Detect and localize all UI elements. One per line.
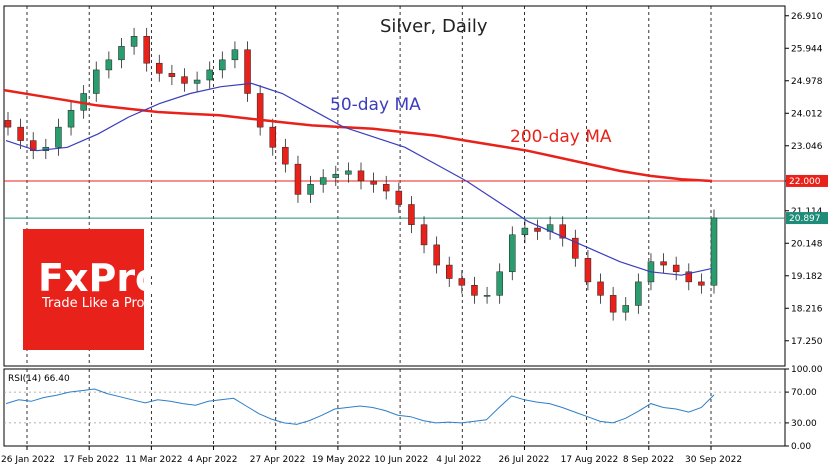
candle-body [370, 180, 377, 185]
price-level-value: 22.000 [789, 177, 821, 187]
x-tick-label: 26 Jan 2022 [1, 455, 55, 465]
rsi-panel [3, 368, 786, 447]
y-tick-label: 26.910 [791, 12, 823, 22]
x-tick-label: 10 Jun 2022 [374, 455, 428, 465]
candle-body [143, 36, 150, 64]
x-tick-label: 26 Jul 2022 [498, 455, 549, 465]
candle-body [17, 126, 24, 141]
candle-body [710, 217, 718, 286]
logo-tagline: Trade Like a Pro [41, 296, 145, 311]
candle-body [206, 69, 213, 81]
candle-body [698, 281, 705, 286]
candle-body [622, 305, 629, 313]
y-tick-label: 17.250 [791, 337, 823, 347]
candle-body [660, 261, 667, 266]
rsi-y-tick-label: 100.00 [791, 365, 823, 375]
candle-body [685, 271, 693, 283]
candle-body [534, 227, 541, 232]
x-tick-label: 19 May 2022 [312, 455, 371, 465]
candle-body [319, 177, 327, 185]
ma50-label: 50-day MA [330, 95, 421, 115]
price-level-tag [786, 174, 828, 187]
candle-body [332, 173, 340, 178]
candle-body [420, 224, 428, 246]
date-x-axis: 26 Jan 2022 17 Feb 2022 11 Mar 2022 4 Apr 2… [1, 446, 742, 465]
x-tick-label: 4 Jul 2022 [436, 455, 481, 465]
y-tick-label: 24.012 [791, 109, 823, 119]
candle-body [471, 285, 478, 296]
candle-body [382, 184, 390, 192]
logo-brand: FxPro [38, 256, 161, 300]
y-tick-label: 23.046 [791, 142, 823, 152]
y-tick-label: 19.182 [791, 272, 823, 282]
candle-body [168, 73, 176, 77]
candle-body [181, 76, 188, 84]
x-tick-label: 8 Sep 2022 [623, 455, 674, 465]
x-tick-label: 30 Sep 2022 [685, 455, 742, 465]
candle-body [256, 93, 264, 128]
candle-body [635, 281, 642, 306]
x-tick-label: 27 Apr 2022 [250, 455, 306, 465]
candle-body [130, 36, 138, 47]
candle-body [4, 120, 12, 128]
rsi-y-axis: 100.00 70.00 30.00 0.00 [4, 365, 823, 452]
candle-body [433, 244, 440, 266]
candle-body [559, 224, 566, 239]
candle-body [294, 163, 302, 195]
candle-body [357, 170, 365, 182]
candle-body [395, 190, 403, 205]
candle-body [193, 79, 201, 84]
y-tick-label: 20.148 [791, 239, 823, 249]
candle-body [446, 264, 453, 279]
candle-body [408, 204, 415, 225]
rsi-line [5, 388, 715, 425]
candle-body [572, 237, 579, 259]
candle-body [521, 227, 529, 236]
ma50-line [5, 82, 713, 276]
ma200-line [3, 88, 713, 183]
candle-body [597, 281, 604, 296]
candle-body [269, 126, 276, 148]
candle-body [156, 62, 163, 74]
candle-body [483, 295, 491, 297]
candle-body [93, 69, 100, 94]
price-levels: 22.000 20.897 [4, 174, 828, 225]
candle-body [509, 234, 516, 273]
x-tick-label: 17 Feb 2022 [63, 455, 119, 465]
candle-body [244, 49, 251, 94]
fxpro-logo: FxPro Trade Like a Pro [23, 229, 161, 350]
candle-body [584, 258, 592, 283]
x-tick-label: 4 Apr 2022 [188, 455, 238, 465]
y-tick-label: 18.216 [791, 304, 823, 314]
y-tick-label: 24.978 [791, 77, 823, 87]
y-tick-label: 21.114 [791, 207, 823, 217]
rsi-y-tick-label: 0.00 [791, 442, 811, 452]
candle-body [55, 126, 62, 148]
price-level-tag [786, 212, 828, 225]
candle-body [231, 49, 239, 61]
rsi-y-tick-label: 30.00 [791, 419, 817, 429]
candle-body [458, 278, 466, 286]
candle-body [496, 271, 503, 296]
candlesticks [4, 27, 718, 321]
candle-body [29, 140, 37, 151]
candle-body [345, 170, 352, 175]
rsi-y-tick-label: 70.00 [791, 388, 817, 398]
candle-body [118, 46, 125, 61]
candle-body [672, 264, 680, 273]
candle-body [307, 184, 314, 195]
candle-body [609, 295, 617, 313]
ma200-label: 200-day MA [510, 127, 612, 147]
y-tick-label: 25.944 [791, 44, 823, 54]
candle-body [219, 59, 226, 71]
candle-body [105, 59, 113, 71]
x-tick-label: 17 Aug 2022 [561, 455, 619, 465]
rsi-title: RSI(14) 66.40 [8, 374, 70, 384]
chart-title: Silver, Daily [380, 16, 488, 37]
x-tick-label: 11 Mar 2022 [125, 455, 182, 465]
candle-body [67, 110, 75, 128]
candle-body [282, 147, 289, 165]
price-level-value: 20.897 [789, 214, 821, 224]
